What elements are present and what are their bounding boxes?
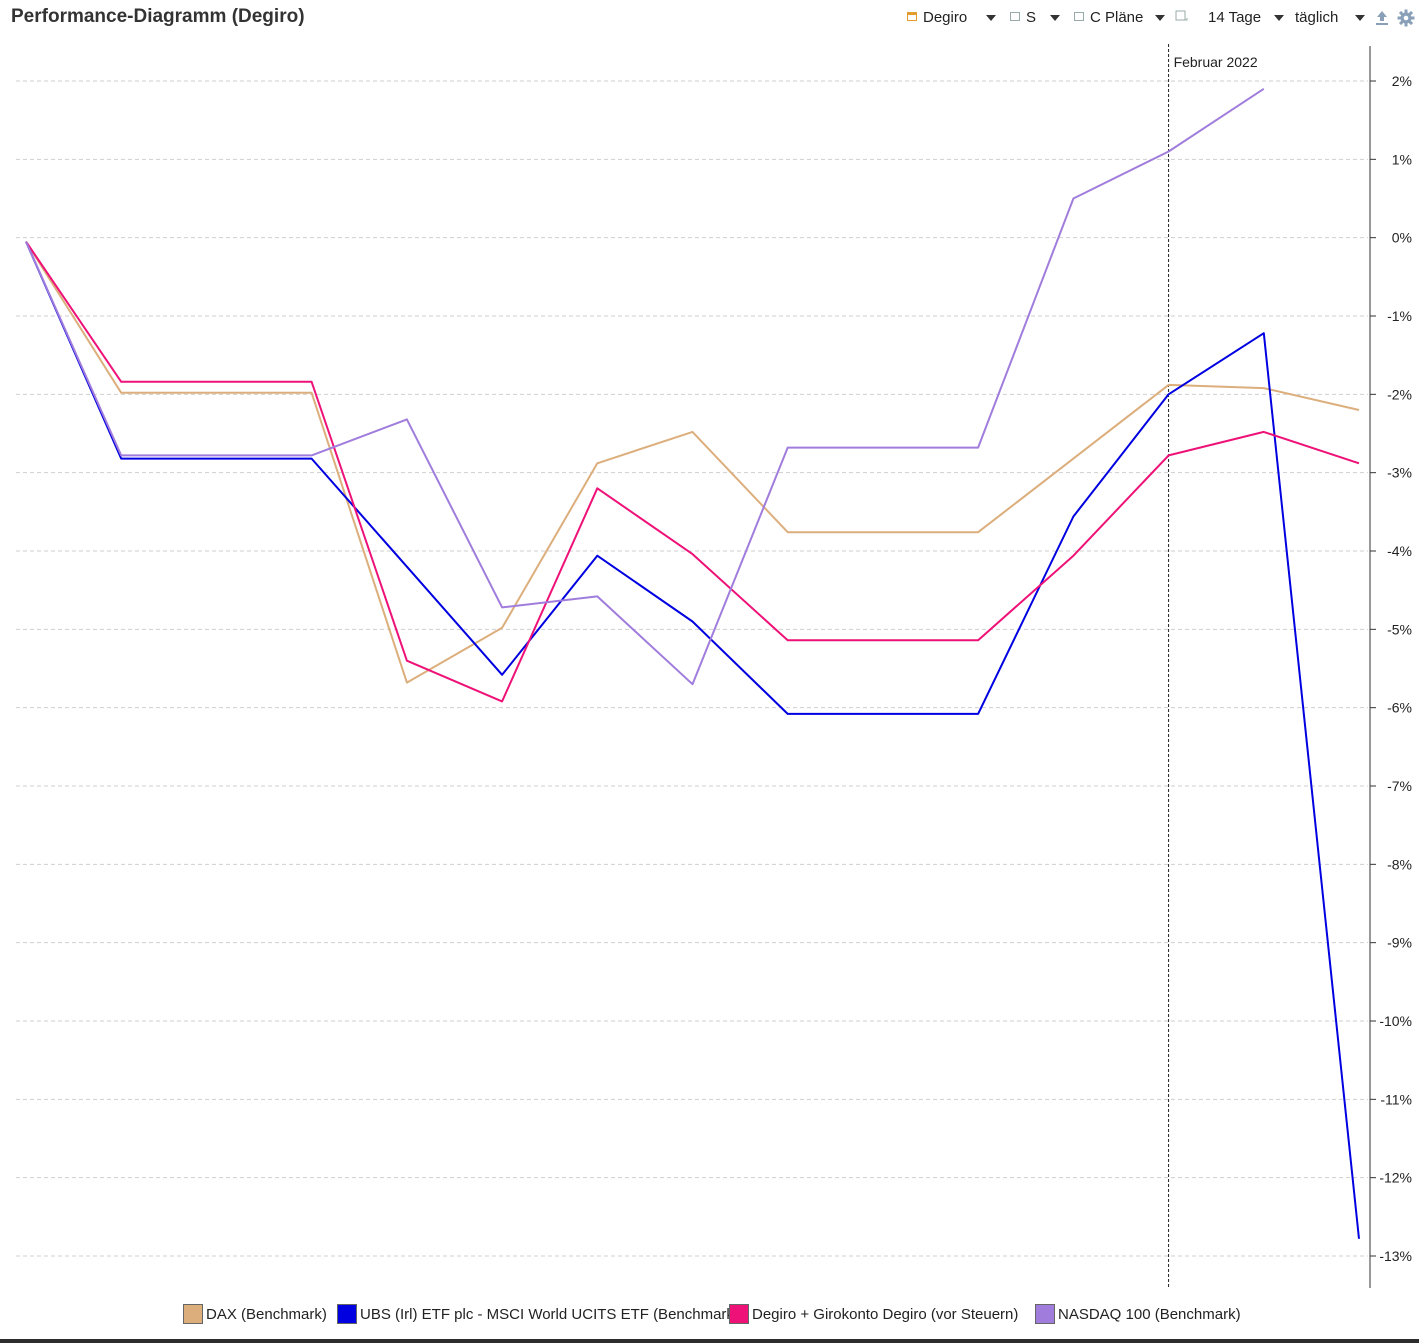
checkbox-icon[interactable] [1010, 12, 1020, 21]
s-selector[interactable]: S [1010, 9, 1036, 26]
legend-label: DAX (Benchmark) [206, 1305, 327, 1323]
legend-item[interactable]: UBS (Irl) ETF plc - MSCI World UCITS ETF… [337, 1304, 739, 1324]
chart-legend: DAX (Benchmark) UBS (Irl) ETF plc - MSCI … [0, 1304, 1419, 1328]
legend-item[interactable]: Degiro + Girokonto Degiro (vor Steuern) [729, 1304, 1018, 1324]
series-lines [25, 87, 1360, 1239]
month-marker: Februar 2022 [1168, 44, 1258, 1288]
period-selector[interactable]: 14 Tage [1208, 9, 1262, 26]
y-tick-label: -9% [1387, 935, 1412, 951]
month-label: Februar 2022 [1174, 54, 1258, 70]
legend-item[interactable]: DAX (Benchmark) [183, 1304, 327, 1324]
series-line-4 [25, 87, 1265, 686]
y-tick-label: -2% [1387, 386, 1412, 402]
series-line-3 [25, 241, 1360, 703]
legend-label: NASDAQ 100 (Benchmark) [1058, 1305, 1241, 1323]
y-tick-label: -8% [1387, 856, 1412, 872]
y-tick-label: -11% [1380, 1091, 1412, 1107]
upload-icon[interactable] [1375, 10, 1389, 26]
s-dropdown-caret-icon[interactable] [1050, 15, 1060, 21]
window-bottom-border [0, 1339, 1419, 1343]
series-line-2 [25, 241, 1360, 1239]
checkbox-icon[interactable] [907, 12, 917, 21]
y-tick-label: -6% [1387, 700, 1412, 716]
compare-toggle[interactable] [1175, 9, 1188, 26]
gear-icon[interactable] [1397, 9, 1415, 27]
chart-toolbar: Degiro S C Pläne 14 Tage täglich [0, 0, 1419, 36]
legend-swatch [1035, 1304, 1055, 1324]
performance-chart: 2% 1% 0% -1% -2% -3% -4% -5% -6% -7% -8% -9% -10% -11… [16, 44, 1412, 1288]
y-tick-label: 2% [1392, 73, 1412, 89]
y-tick-label: -13% [1379, 1248, 1412, 1264]
y-tick-label: -5% [1387, 621, 1412, 637]
y-tick-label: -3% [1387, 465, 1412, 481]
y-tick-label: 1% [1392, 151, 1412, 167]
plans-label: C Pläne [1090, 9, 1144, 26]
y-tick-label: -7% [1387, 778, 1412, 794]
legend-swatch [183, 1304, 203, 1324]
series-line-1 [25, 241, 1360, 684]
account-selector[interactable]: Degiro [907, 9, 967, 26]
legend-item[interactable]: NASDAQ 100 (Benchmark) [1035, 1304, 1241, 1324]
legend-swatch [729, 1304, 749, 1324]
y-tick-label: -12% [1379, 1170, 1412, 1186]
plans-selector[interactable]: C Pläne [1074, 9, 1143, 26]
chart-title: Performance-Diagramm (Degiro) [11, 6, 305, 27]
y-tick-label: -4% [1387, 543, 1412, 559]
plans-dropdown-caret-icon[interactable] [1155, 15, 1165, 21]
grid-lines [16, 80, 1368, 1257]
s-label: S [1026, 9, 1037, 26]
interval-selector[interactable]: täglich [1295, 9, 1339, 26]
y-tick-label: 0% [1392, 230, 1412, 246]
interval-dropdown-caret-icon[interactable] [1355, 15, 1365, 21]
y-axis: 2% 1% 0% -1% -2% -3% -4% -5% -6% -7% -8% -9% -10% -11… [1369, 46, 1412, 1288]
legend-label: UBS (Irl) ETF plc - MSCI World UCITS ETF… [360, 1305, 739, 1323]
account-dropdown-caret-icon[interactable] [986, 15, 996, 21]
compare-icon[interactable] [1175, 9, 1188, 22]
account-label: Degiro [923, 9, 968, 26]
checkbox-icon[interactable] [1074, 12, 1084, 21]
y-tick-label: -10% [1379, 1013, 1412, 1029]
legend-swatch [337, 1304, 357, 1324]
period-dropdown-caret-icon[interactable] [1274, 15, 1284, 21]
legend-label: Degiro + Girokonto Degiro (vor Steuern) [752, 1305, 1019, 1323]
y-tick-label: -1% [1387, 308, 1412, 324]
